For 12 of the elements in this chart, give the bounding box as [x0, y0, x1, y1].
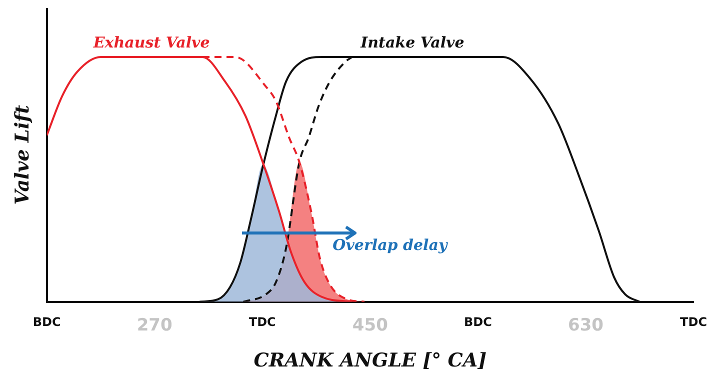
x-axis-title: CRANK ANGLE [° CA] [254, 350, 487, 372]
x-tick-label: BDC [32, 315, 61, 330]
annotation: Overlap delay [332, 236, 448, 254]
x-tick-label: TDC [248, 315, 276, 330]
x-tick-label: BDC [464, 315, 492, 330]
x-tick-label: 630 [568, 315, 604, 336]
x-tick-label: 450 [352, 315, 388, 336]
x-tick-label: 270 [136, 315, 172, 336]
y-axis-title: Valve Lift [11, 104, 34, 205]
series-label: Exhaust Valve [92, 33, 210, 52]
series-label: Intake Valve [360, 33, 464, 52]
x-tick-label: TDC [680, 315, 708, 330]
